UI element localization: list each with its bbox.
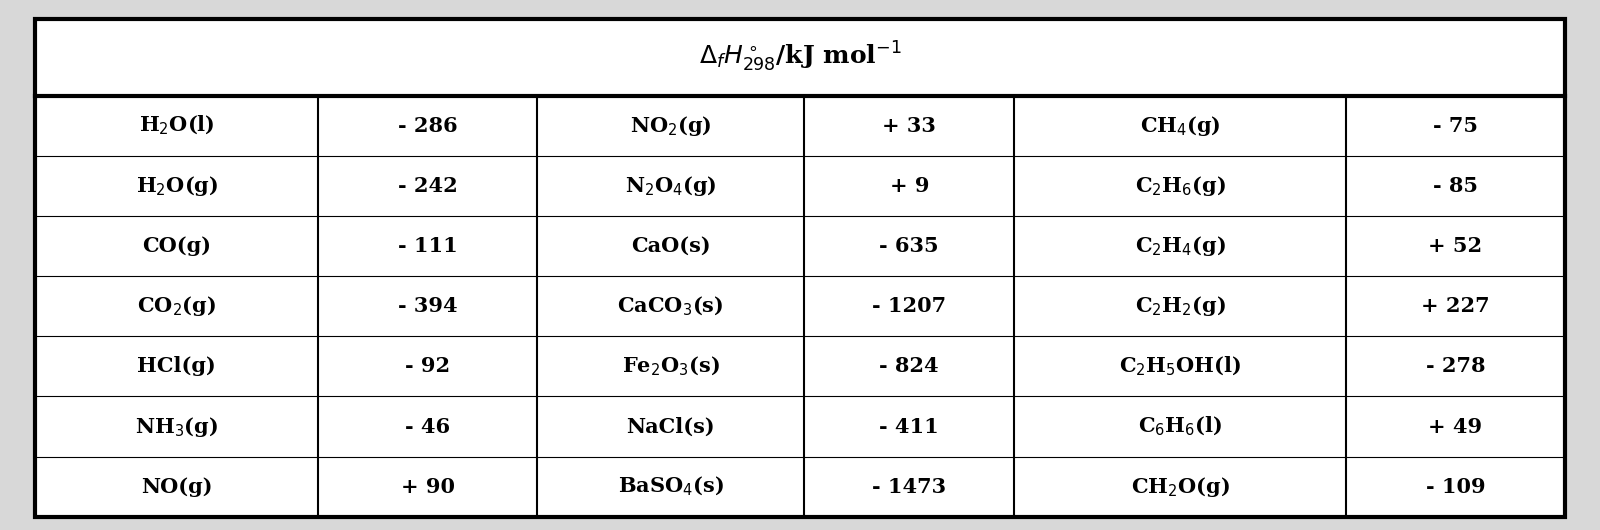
Text: H$_2$O(l): H$_2$O(l)	[139, 114, 214, 137]
Text: C$_2$H$_2$(g): C$_2$H$_2$(g)	[1134, 294, 1226, 318]
Text: C$_2$H$_4$(g): C$_2$H$_4$(g)	[1134, 234, 1226, 258]
Text: + 33: + 33	[882, 116, 936, 136]
Text: - 1207: - 1207	[872, 296, 946, 316]
Text: - 278: - 278	[1426, 356, 1485, 376]
Text: C$_2$H$_6$(g): C$_2$H$_6$(g)	[1134, 174, 1226, 198]
Text: C$_2$H$_5$OH(l): C$_2$H$_5$OH(l)	[1120, 355, 1242, 378]
Text: - 109: - 109	[1426, 476, 1485, 497]
Text: NH$_3$(g): NH$_3$(g)	[136, 414, 218, 438]
Text: N$_2$O$_4$(g): N$_2$O$_4$(g)	[624, 174, 717, 198]
Text: - 242: - 242	[398, 176, 458, 196]
Text: - 75: - 75	[1434, 116, 1478, 136]
Text: - 286: - 286	[398, 116, 458, 136]
Text: + 49: + 49	[1429, 417, 1483, 437]
Text: - 92: - 92	[405, 356, 450, 376]
Text: Fe$_2$O$_3$(s): Fe$_2$O$_3$(s)	[621, 355, 720, 378]
Text: C$_6$H$_6$(l): C$_6$H$_6$(l)	[1138, 415, 1222, 438]
Text: NO(g): NO(g)	[141, 476, 213, 497]
Text: - 46: - 46	[405, 417, 450, 437]
Text: CO(g): CO(g)	[142, 236, 211, 256]
Text: BaSO$_4$(s): BaSO$_4$(s)	[618, 475, 723, 498]
Text: + 52: + 52	[1429, 236, 1483, 256]
Text: CH$_4$(g): CH$_4$(g)	[1141, 114, 1221, 138]
Text: + 9: + 9	[890, 176, 930, 196]
Text: - 824: - 824	[880, 356, 939, 376]
Text: HCl(g): HCl(g)	[138, 356, 216, 376]
Text: - 635: - 635	[880, 236, 939, 256]
Text: - 85: - 85	[1434, 176, 1478, 196]
Text: CH$_2$O(g): CH$_2$O(g)	[1131, 475, 1230, 499]
Text: H$_2$O(g): H$_2$O(g)	[136, 174, 218, 198]
Text: + 90: + 90	[400, 476, 454, 497]
Text: - 394: - 394	[398, 296, 458, 316]
Text: CO$_2$(g): CO$_2$(g)	[138, 294, 216, 318]
Text: - 411: - 411	[880, 417, 939, 437]
Text: + 227: + 227	[1421, 296, 1490, 316]
Text: - 111: - 111	[398, 236, 458, 256]
Text: NO$_2$(g): NO$_2$(g)	[630, 114, 712, 138]
Text: $\Delta_f H^\circ_{298}$/kJ mol$^{-1}$: $\Delta_f H^\circ_{298}$/kJ mol$^{-1}$	[699, 40, 901, 74]
Text: CaO(s): CaO(s)	[630, 236, 710, 256]
Text: CaCO$_3$(s): CaCO$_3$(s)	[618, 295, 723, 318]
Text: NaCl(s): NaCl(s)	[626, 417, 715, 437]
Text: - 1473: - 1473	[872, 476, 946, 497]
